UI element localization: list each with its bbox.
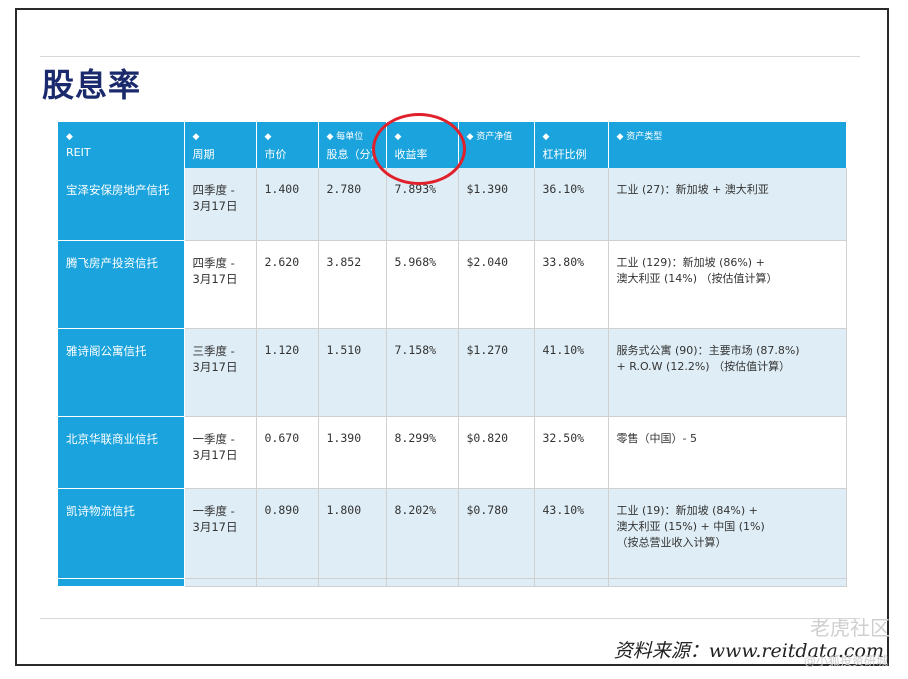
asset-type-cell: 工业 (19)：新加坡 (84%) + 澳大利亚 (15%) + 中国 (1%)… <box>608 488 847 579</box>
column-header[interactable]: ◆ 资产净值 <box>458 122 535 168</box>
nav-cell: $0.820 <box>458 416 535 489</box>
sort-icon: ◆ 资产类型 <box>616 132 663 142</box>
nav-cell: $1.270 <box>458 328 535 417</box>
period-cell: 一季度 - 3月17日 <box>184 416 257 489</box>
table-row: 凯诗物流信托 一季度 - 3月17日 0.890 1.800 8.202% $0.780 4… <box>58 488 847 579</box>
leverage-cell: 41.10% <box>534 328 609 417</box>
reit-name-cell: 北京华联商业信托 <box>58 416 185 489</box>
nav-cell: $1.390 <box>458 168 535 241</box>
yield-cell: 8.299% <box>386 416 459 489</box>
table-row: 宝泽安保房地产信托 四季度 - 3月17日 1.400 2.780 7.893% $1.3… <box>58 168 847 241</box>
leverage-cell: 32.50% <box>534 416 609 489</box>
period-cell: 四季度 - 3月17日 <box>184 168 257 241</box>
column-header[interactable]: ◆ 周期 <box>184 122 257 168</box>
yield-cell: 8.202% <box>386 488 459 579</box>
price-cell: 0.890 <box>256 488 319 579</box>
yield-highlight-circle <box>372 113 466 185</box>
dpu-cell: 3.852 <box>318 240 387 329</box>
watermark-main: 老虎社区 <box>810 616 890 640</box>
table-row-partial <box>58 578 847 587</box>
dpu-cell: 1.390 <box>318 416 387 489</box>
leverage-cell: 43.10% <box>534 488 609 579</box>
slide-title: 股息率 <box>42 66 142 104</box>
sort-icon: ◆ <box>66 132 73 142</box>
reit-name-cell: 宝泽安保房地产信托 <box>58 168 185 241</box>
leverage-cell: 33.80% <box>534 240 609 329</box>
table-row: 腾飞房产投资信托 四季度 - 3月17日 2.620 3.852 5.968% $2.04… <box>58 240 847 329</box>
empty-cell <box>608 578 847 587</box>
price-cell: 1.400 <box>256 168 319 241</box>
sort-icon: ◆ <box>542 132 550 142</box>
empty-cell <box>318 578 387 587</box>
reit-name-cell: 雅诗阁公寓信托 <box>58 328 185 417</box>
column-header-label: 杠杆比例 <box>542 148 587 161</box>
reit-name-cell: 凯诗物流信托 <box>58 488 185 579</box>
empty-cell <box>58 578 185 587</box>
empty-cell <box>458 578 535 587</box>
price-cell: 2.620 <box>256 240 319 329</box>
asset-type-cell: 工业 (129)：新加坡 (86%) + 澳大利亚 (14%) （按估值计算） <box>608 240 847 329</box>
table-row: 北京华联商业信托 一季度 - 3月17日 0.670 1.390 8.299% $0.82… <box>58 416 847 489</box>
dpu-cell: 1.800 <box>318 488 387 579</box>
top-divider <box>40 56 860 57</box>
price-cell: 0.670 <box>256 416 319 489</box>
period-cell: 一季度 - 3月17日 <box>184 488 257 579</box>
asset-type-cell: 服务式公寓 (90)：主要市场 (87.8%) + R.O.W (12.2%) … <box>608 328 847 417</box>
asset-type-cell: 零售（中国）- 5 <box>608 416 847 489</box>
empty-cell <box>534 578 609 587</box>
column-header[interactable]: ◆ 资产类型 <box>608 122 847 168</box>
column-header-label: 市价 <box>264 148 287 161</box>
sort-icon: ◆ <box>264 132 272 142</box>
asset-type-cell: 工业 (27)：新加坡 + 澳大利亚 <box>608 168 847 241</box>
table-body: 宝泽安保房地产信托 四季度 - 3月17日 1.400 2.780 7.893% $1.3… <box>58 168 847 587</box>
column-header[interactable]: ◆ REIT <box>58 122 185 168</box>
dpu-cell: 2.780 <box>318 168 387 241</box>
sort-icon: ◆ 资产净值 <box>466 132 513 142</box>
column-header[interactable]: ◆ 杠杆比例 <box>534 122 609 168</box>
nav-cell: $2.040 <box>458 240 535 329</box>
source-note: 资料来源：www.reitdata.com <box>613 640 884 662</box>
empty-cell <box>386 578 459 587</box>
sort-icon: ◆ <box>192 132 200 142</box>
yield-cell: 5.968% <box>386 240 459 329</box>
empty-cell <box>184 578 257 587</box>
column-header[interactable]: ◆ 市价 <box>256 122 319 168</box>
yield-cell: 7.158% <box>386 328 459 417</box>
reit-table: ◆ REIT ◆ 周期 ◆ 市价 ◆ 每单位 股息（分） ◆ 收益率 ◆ 资产净值 ◆ 杠杆比例 ◆ 资产… <box>58 122 847 587</box>
period-cell: 四季度 - 3月17日 <box>184 240 257 329</box>
column-header-label: REIT <box>66 146 91 159</box>
sort-icon: ◆ 每单位 <box>326 132 364 142</box>
column-header-label: 周期 <box>192 148 215 161</box>
column-header-label: 股息（分） <box>326 148 382 161</box>
period-cell: 三季度 - 3月17日 <box>184 328 257 417</box>
bottom-divider <box>40 618 860 619</box>
dpu-cell: 1.510 <box>318 328 387 417</box>
nav-cell: $0.780 <box>458 488 535 579</box>
empty-cell <box>256 578 319 587</box>
price-cell: 1.120 <box>256 328 319 417</box>
table-row: 雅诗阁公寓信托 三季度 - 3月17日 1.120 1.510 7.158% $1.270… <box>58 328 847 417</box>
watermark-sub: @小狐投资研城 <box>803 654 888 668</box>
leverage-cell: 36.10% <box>534 168 609 241</box>
reit-name-cell: 腾飞房产投资信托 <box>58 240 185 329</box>
